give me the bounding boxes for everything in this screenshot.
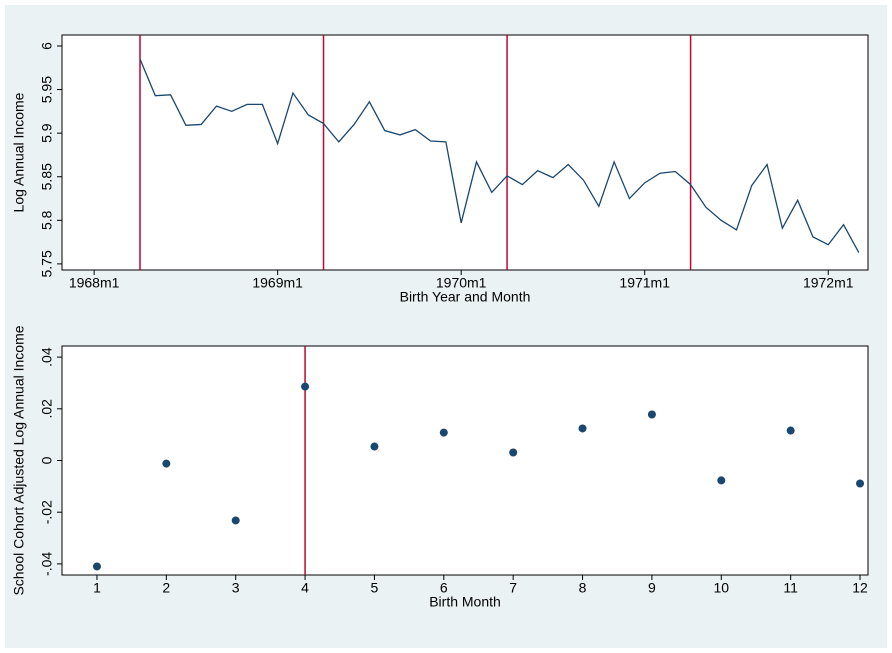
y-tick-label: 6	[39, 42, 55, 50]
point	[647, 410, 656, 419]
point	[856, 479, 865, 488]
point	[231, 516, 240, 525]
y-tick-label: 5.9	[39, 123, 55, 143]
x-tick-label: 7	[509, 580, 517, 596]
point	[578, 424, 587, 433]
x-tick-label: 12	[852, 580, 868, 596]
x-tick-label: 5	[371, 580, 379, 596]
x-tick-label: 9	[648, 580, 656, 596]
x-axis-title: Birth Year and Month	[400, 289, 531, 305]
point	[717, 476, 726, 485]
point	[439, 428, 448, 437]
x-tick-label: 3	[232, 580, 240, 596]
point	[92, 562, 101, 571]
x-tick-label: 8	[579, 580, 587, 596]
plot-area	[61, 34, 869, 271]
x-tick-label: 6	[440, 580, 448, 596]
point	[509, 448, 518, 457]
y-tick-label: 5.85	[39, 163, 55, 190]
x-tick-label: 4	[301, 580, 309, 596]
y-axis-title: School Cohort Adjusted Log Annual Income	[11, 325, 27, 595]
plot-area	[61, 345, 869, 576]
x-tick-label: 1	[93, 580, 101, 596]
y-tick-label: 5.8	[39, 210, 55, 230]
point	[301, 382, 310, 391]
y-tick-label: 0	[39, 456, 55, 464]
x-tick-label: 11	[783, 580, 798, 596]
y-tick-label: 5.95	[39, 76, 55, 103]
point	[786, 426, 795, 435]
series-line	[139, 58, 860, 253]
point	[370, 442, 379, 451]
y-axis-title: Log Annual Income	[11, 92, 27, 212]
x-tick-label: 1969m1	[252, 275, 303, 291]
x-tick-label: 1972m1	[803, 275, 854, 291]
y-tick-label: -.02	[39, 500, 55, 524]
x-tick-label: 1971m1	[619, 275, 670, 291]
y-tick-label: 5.75	[39, 250, 55, 277]
x-tick-label: 10	[713, 580, 729, 596]
y-tick-label: .02	[39, 399, 55, 419]
x-tick-label: 2	[162, 580, 170, 596]
y-tick-label: .04	[39, 347, 55, 367]
x-tick-label: 1968m1	[69, 275, 120, 291]
point	[162, 459, 171, 468]
y-tick-label: -.04	[39, 552, 55, 576]
x-tick-label: 1970m1	[436, 275, 487, 291]
x-axis-title: Birth Month	[429, 594, 501, 610]
